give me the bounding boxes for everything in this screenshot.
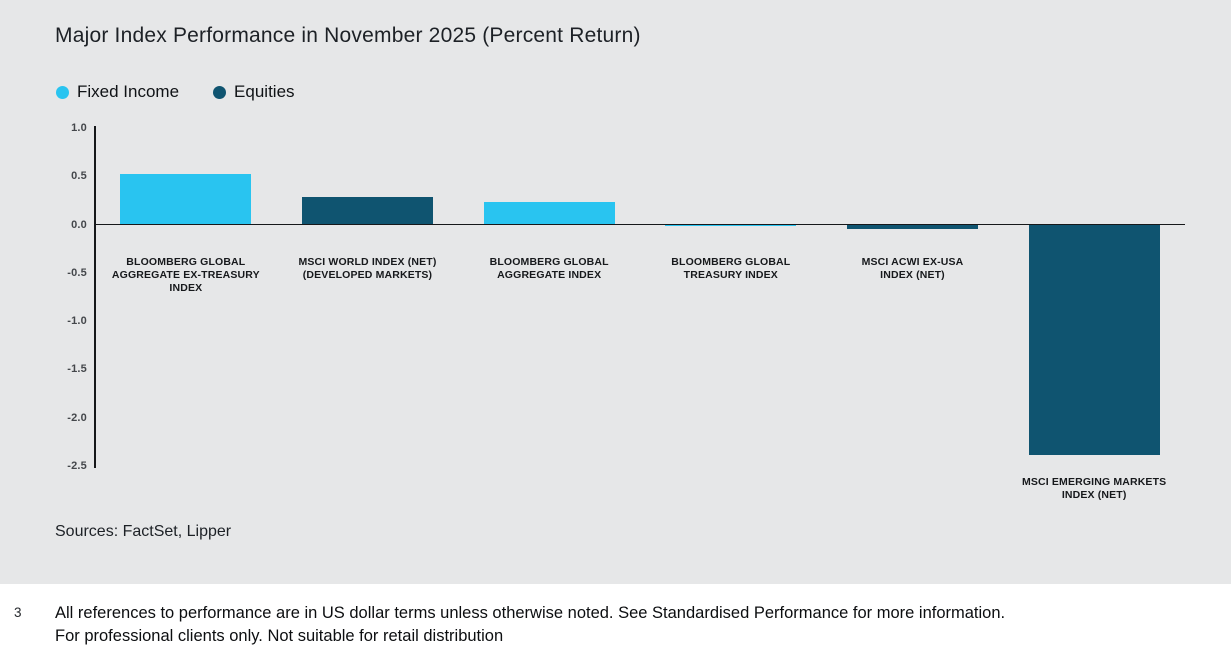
category-label: BLOOMBERG GLOBAL AGGREGATE EX-TREASURY IND… [111,256,260,294]
zero-baseline [95,223,1185,226]
bar-msci-emerging-markets-index-net- [1028,224,1160,456]
category-label: MSCI ACWI EX-USA INDEX (NET) [861,256,964,281]
chart-legend: Fixed Income Equities [56,82,295,102]
legend-dot-icon [56,85,69,99]
bar-bloomberg-global-aggregate-ex-treasury-index [120,174,252,225]
y-tick-label: 1.0 [71,121,87,134]
bar-msci-acwi-ex-usa-index-net- [847,224,978,230]
footnote-text: All references to performance are in US … [55,602,1005,648]
legend-item-fixed-income: Fixed Income [56,82,179,102]
legend-label: Fixed Income [77,82,180,101]
y-axis-line [94,125,96,468]
category-label: MSCI WORLD INDEX (NET) (DEVELOPED MARKETS… [298,256,437,281]
page-number: 3 [14,605,22,620]
category-label: BLOOMBERG GLOBAL AGGREGATE INDEX [489,256,609,281]
footnote-line-1: All references to performance are in US … [55,604,1006,622]
sources-note: Sources: FactSet, Lipper [55,523,232,540]
y-tick-label: -2.5 [67,460,87,472]
legend-dot-icon [213,85,227,99]
legend-label: Equities [234,82,295,101]
category-label: BLOOMBERG GLOBAL TREASURY INDEX [671,256,791,281]
legend-item-equities: Equities [213,82,295,102]
bar-chart-plot: 1.0 0.5 0.0 -0.5 -1.0 -1.5 -2.0 -2.5 BLOOMBERG G… [67,121,1185,502]
category-label: MSCI EMERGING MARKETS INDEX (NET) [1021,476,1167,502]
page-footer: 3 All references to performance are in U… [0,584,1231,661]
bar-msci-world-index-net-developed-markets- [302,197,433,225]
bar-bloomberg-global-aggregate-index [483,202,615,225]
chart-title: Major Index Performance in November 2025… [55,24,641,47]
chart-panel: Major Index Performance in November 2025… [0,0,1231,584]
y-tick-label: -1.0 [67,315,87,328]
y-tick-label: -0.5 [67,266,87,279]
y-tick-label: 0.0 [71,218,87,231]
y-tick-label: -2.0 [67,411,87,424]
footnote-line-2: For professional clients only. Not suita… [55,627,504,645]
y-tick-label: 0.5 [71,170,87,183]
y-tick-label: -1.5 [67,363,87,376]
bar-bloomberg-global-treasury-index [665,224,797,227]
